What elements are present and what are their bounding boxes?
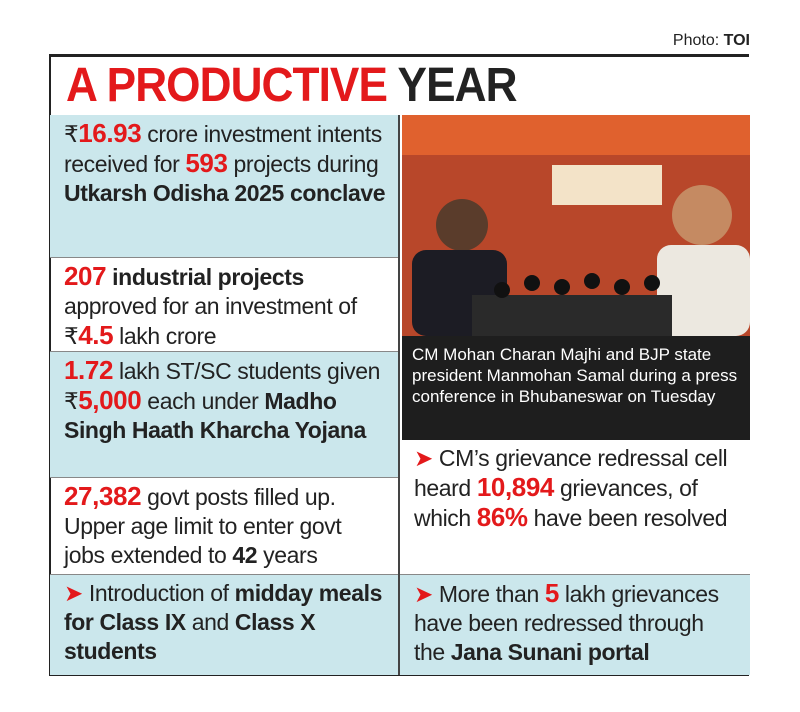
title-red: A PRODUCTIVE [66,59,388,112]
text: lakh grievances have been redressed thro… [414,581,719,665]
highlight: 27,382 [64,481,142,511]
credit-label: Photo: [672,32,720,49]
bold-text: Jana Sunani portal [450,639,650,665]
highlight: 207 [64,261,107,291]
highlight: 5 [544,578,559,608]
title: A PRODUCTIVE YEAR [66,58,517,113]
text: CM’s grievance redressal cell heard [414,445,728,501]
bold-text: industrial projects [106,264,304,290]
bold-text: midday meals for Class IX [64,580,382,635]
text: lakh crore [113,323,217,349]
text: ₹ [64,121,79,147]
highlight: 593 [185,148,228,178]
text: and [185,609,235,635]
highlight: 5,000 [78,385,142,415]
bold-text: Madho Singh Haath Kharcha Yojana [64,388,366,443]
right-item: ➤ CM’s grievance redressal cell heard 10… [400,440,750,575]
text: More than [438,581,545,607]
left-item: 27,382 govt posts filled up. Upper age l… [50,478,398,575]
text: lakh ST/SC students given ₹ [64,358,381,414]
bold-text: 42 [232,542,258,568]
left-item: 207 industrial projects approved for an … [50,258,398,352]
highlight: 16.93 [78,118,142,148]
arrow-icon: ➤ [64,580,89,606]
text: have been resolved [527,505,728,531]
text: approved for an investment of ₹ [64,293,357,349]
photo [402,115,750,336]
highlight: 86% [476,502,528,532]
left-item: 1.72 lakh ST/SC students given ₹5,000 ea… [50,352,398,478]
text: projects during [227,151,379,177]
arrow-icon: ➤ [414,445,439,471]
right-item: ➤ More than 5 lakh grievances have been … [400,575,750,675]
highlight: 4.5 [78,320,114,350]
arrow-icon: ➤ [414,581,439,607]
left-item: ₹16.93 crore investment intents received… [50,115,398,258]
text: Introduction of [88,580,235,606]
bold-text: Class X students [64,609,316,664]
text: each under [141,388,265,414]
title-black: YEAR [397,59,518,112]
divider [398,115,400,675]
text: grievances, of which [414,475,698,531]
text: years [257,542,318,568]
photo-caption: CM Mohan Charan Majhi and BJP state pres… [402,336,750,440]
highlight: 1.72 [64,355,114,385]
bold-text: Utkarsh Odisha 2025 conclave [64,180,386,206]
text: crore investment intents received for [64,121,382,177]
photo-credit: Photo: TOI [673,32,750,50]
left-item: ➤ Introduction of midday meals for Class… [50,575,398,675]
highlight: 10,894 [476,472,555,502]
credit-source: TOI [723,32,750,49]
text: govt posts filled up. Upper age limit to… [64,484,342,568]
